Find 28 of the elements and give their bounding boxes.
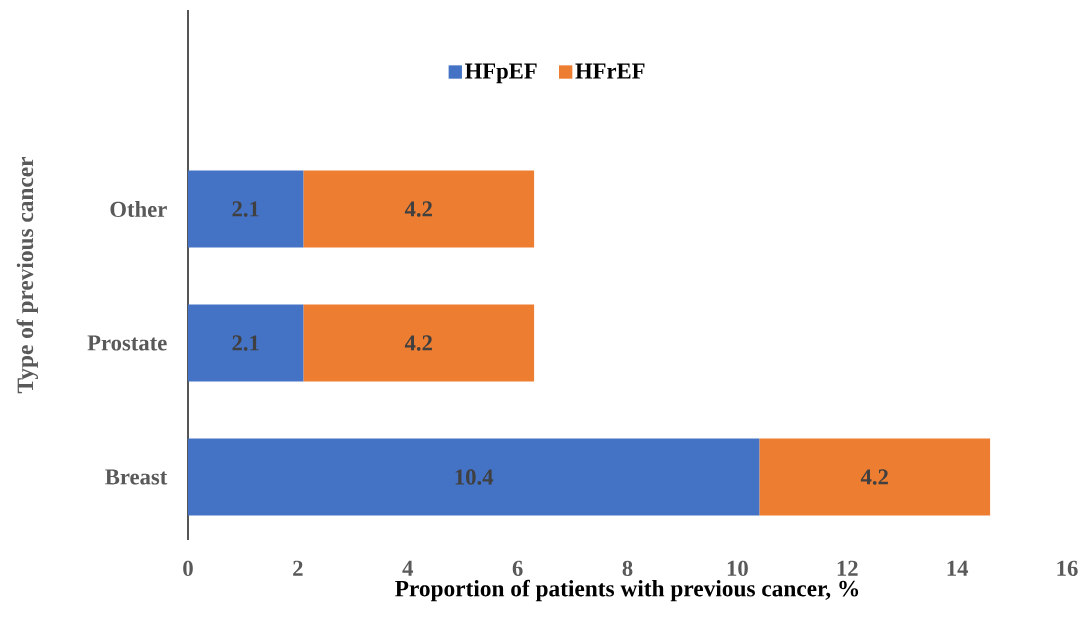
- data-label: 4.2: [860, 469, 888, 485]
- y-tick-label: Prostate: [87, 335, 167, 351]
- legend-label: HFrEF: [575, 63, 645, 79]
- x-tick-label: 12: [837, 560, 858, 576]
- x-tick-label: 10: [727, 560, 748, 577]
- x-tick-label: 4: [402, 560, 413, 576]
- bar: [303, 304, 535, 382]
- data-label: 4.2: [404, 201, 432, 217]
- x-tick-label: 14: [947, 560, 969, 576]
- x-tick-label: 0: [183, 560, 193, 577]
- data-label: 4.2: [404, 335, 432, 351]
- data-label: 10.4: [455, 469, 494, 485]
- bar: [188, 438, 760, 516]
- bar: [759, 438, 991, 516]
- data-label: 2.1: [232, 335, 259, 351]
- bar: [188, 170, 304, 248]
- legend-label: HFpEF: [465, 63, 537, 84]
- bar: [303, 170, 535, 248]
- y-axis-title: Type of previous cancer: [16, 157, 38, 394]
- y-tick-label: Other: [110, 201, 167, 217]
- x-tick-label: 16: [1057, 560, 1078, 576]
- bar: [188, 304, 304, 382]
- x-tick-label: 2: [293, 560, 303, 576]
- x-tick-label: 6: [512, 560, 523, 576]
- data-label: 2.1: [232, 201, 259, 217]
- x-axis-title: Proportion of patients with previous cancer, %: [395, 579, 859, 602]
- y-tick-label: Breast: [105, 469, 168, 485]
- x-tick-label: 8: [622, 560, 633, 577]
